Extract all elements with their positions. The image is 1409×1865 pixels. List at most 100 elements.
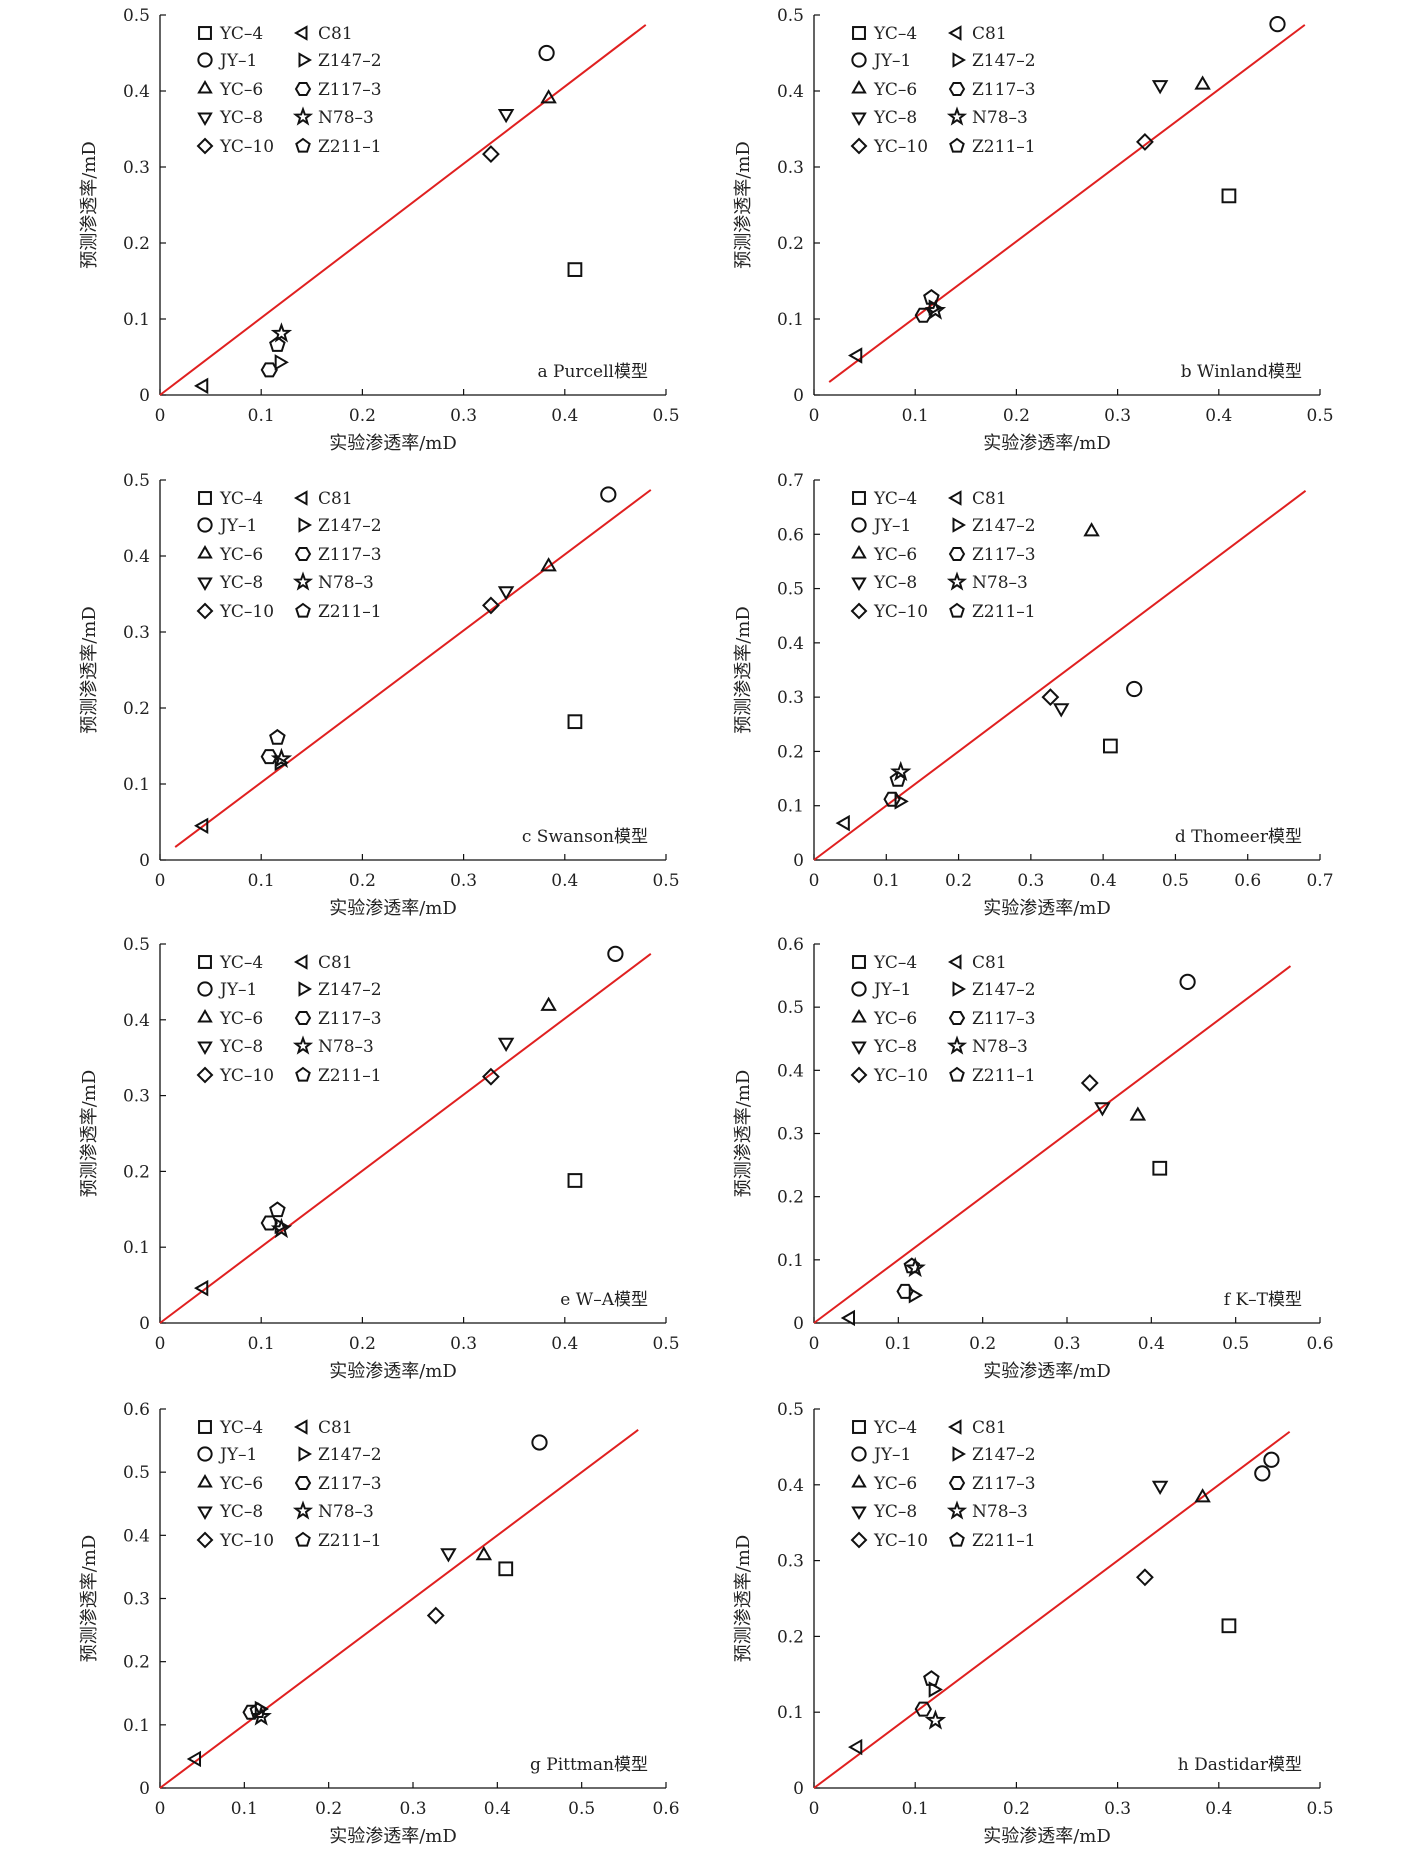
legend-marker	[294, 1475, 312, 1491]
data-point	[890, 760, 912, 782]
data-point	[270, 747, 293, 768]
x-tick-label: 0.1	[231, 1799, 258, 1819]
data-point	[274, 354, 289, 371]
data-point	[1136, 133, 1154, 151]
legend-label: C81	[318, 489, 353, 509]
y-tick-label: 0.4	[123, 1526, 150, 1546]
fit-line	[159, 24, 647, 396]
data-point	[567, 714, 583, 730]
x-tick-label: 0	[809, 1799, 820, 1819]
legend-marker	[948, 81, 966, 97]
data-point	[540, 557, 557, 572]
x-tick-label: 0.5	[1162, 871, 1189, 891]
data-point	[1126, 680, 1143, 698]
legend-marker	[949, 602, 965, 618]
legend-label: Z147–2	[972, 980, 1036, 1000]
data-point	[848, 347, 863, 364]
legend-marker	[851, 1008, 867, 1023]
legend-marker	[850, 602, 868, 620]
y-axis-label: 预测渗透率/mD	[79, 1070, 100, 1198]
x-tick-label: 0.3	[399, 1799, 426, 1819]
legend-label: YC–4	[873, 1418, 917, 1438]
legend-label: C81	[972, 489, 1007, 509]
x-tick-label: 0.1	[873, 871, 900, 891]
legend-marker	[197, 52, 213, 68]
x-tick-label: 0.6	[652, 1799, 679, 1819]
chart-panel-7: 0 0.1 0.2 0.3 0.4 0.5 0.6 0 0.1 0.2 0.3 0.4 0.5 0.6 实验…	[79, 1400, 680, 1847]
legend-label: YC–10	[219, 1066, 274, 1086]
y-tick-label: 0.4	[777, 634, 804, 654]
data-point	[531, 1434, 548, 1451]
x-tick-label: 0.5	[1306, 1799, 1333, 1819]
x-tick-label: 0	[809, 406, 820, 426]
y-tick-label: 0.1	[123, 310, 150, 330]
legend-label: JY–1	[872, 980, 911, 1000]
legend-label: C81	[972, 24, 1007, 44]
y-tick-label: 0.2	[123, 699, 150, 719]
legend-marker	[294, 546, 312, 562]
y-axis-label: 预测渗透率/mD	[79, 141, 100, 269]
panel-label: e W–A模型	[560, 1290, 648, 1310]
panel-label: d Thomeer模型	[1175, 827, 1302, 847]
legend-marker	[197, 112, 213, 127]
data-point	[475, 1546, 493, 1561]
legend-label: N78–3	[972, 573, 1028, 593]
y-tick-label: 0.5	[777, 998, 804, 1018]
legend-label: JY–1	[872, 51, 911, 71]
y-tick-label: 0	[793, 1314, 804, 1334]
y-tick-label: 0.5	[777, 580, 804, 600]
fit-line	[159, 953, 652, 1324]
x-tick-label: 0.3	[450, 406, 477, 426]
x-tick-label: 0.3	[450, 1334, 477, 1354]
data-point	[270, 1217, 293, 1239]
legend-label: Z211–1	[972, 1531, 1036, 1551]
data-point	[894, 793, 909, 810]
data-point	[567, 262, 583, 277]
x-tick-label: 0.3	[1104, 1799, 1131, 1819]
x-axis-label: 实验渗透率/mD	[329, 1361, 457, 1382]
x-tick-label: 0.6	[1306, 1334, 1333, 1354]
y-tick-label: 0.5	[123, 935, 150, 955]
data-point	[194, 377, 209, 395]
legend-marker	[196, 137, 214, 155]
data-point	[269, 1201, 286, 1218]
data-point	[540, 89, 557, 104]
legend-label: YC–10	[219, 1531, 274, 1551]
x-tick-label: 0.2	[1003, 1799, 1030, 1819]
legend-label: JY–1	[218, 1445, 257, 1465]
data-point	[567, 1173, 583, 1188]
chart-panel-4: 0 0.1 0.2 0.3 0.4 0.5 0.6 0.7 0 0.1 0.2 0.3 0.4 0.5 0.…	[733, 471, 1334, 919]
legend-marker	[197, 544, 213, 559]
data-point	[1269, 15, 1286, 33]
legend-label: YC–8	[219, 573, 263, 593]
fit-line	[159, 1429, 639, 1789]
x-tick-label: 0.5	[652, 406, 679, 426]
legend-marker	[294, 1010, 312, 1026]
legend-marker	[295, 137, 311, 153]
legend-label: YC–6	[873, 80, 917, 100]
y-axis-label: 预测渗透率/mD	[733, 1070, 754, 1198]
legend-label: YC–8	[219, 108, 263, 128]
legend-marker	[851, 1041, 867, 1056]
legend: YC–4 JY–1 YC–6 YC–8 YC–10 C81 Z147–2 Z117–3 N78–…	[850, 953, 1036, 1086]
legend: YC–4 JY–1 YC–6 YC–8 YC–10 C81 Z147–2 Z117–3 N78–…	[850, 489, 1036, 622]
legend-marker	[196, 1531, 214, 1549]
x-tick-label: 0.2	[945, 871, 972, 891]
chart-panel-3: 0 0.1 0.2 0.3 0.4 0.5 0 0.1 0.2 0.3 0.4 0.5 实验渗透率/mD…	[79, 471, 680, 919]
y-axis-label: 预测渗透率/mD	[733, 141, 754, 269]
x-tick-label: 0	[155, 1799, 166, 1819]
legend: YC–4 JY–1 YC–6 YC–8 YC–10 C81 Z147–2 Z117–3 N78–…	[196, 953, 382, 1086]
legend-marker	[197, 577, 213, 592]
legend-label: N78–3	[972, 108, 1028, 128]
data-point	[896, 1283, 914, 1299]
y-tick-label: 0.7	[777, 471, 804, 491]
y-tick-label: 0	[139, 851, 150, 871]
data-point	[840, 1309, 856, 1327]
y-tick-label: 0.2	[123, 1653, 150, 1673]
x-tick-label: 0.3	[450, 871, 477, 891]
x-tick-label: 0.4	[551, 1334, 578, 1354]
x-axis-label: 实验渗透率/mD	[983, 1826, 1111, 1847]
legend-marker	[298, 52, 313, 68]
y-tick-label: 0.2	[777, 742, 804, 762]
legend-marker	[851, 52, 867, 68]
